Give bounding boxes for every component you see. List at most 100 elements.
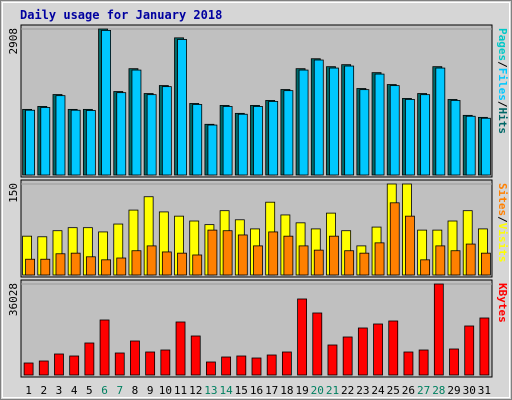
- x-tick-label: 20: [311, 384, 324, 397]
- bar: [389, 202, 400, 276]
- x-tick-label: 22: [341, 384, 354, 397]
- bar: [99, 319, 110, 376]
- bar: [70, 109, 81, 176]
- bar: [344, 250, 355, 276]
- bar: [313, 249, 324, 276]
- bar: [116, 92, 127, 176]
- bar: [85, 110, 96, 176]
- bar: [145, 351, 156, 376]
- bar: [329, 235, 339, 276]
- bar: [465, 115, 476, 176]
- bar: [357, 327, 368, 376]
- bar: [222, 106, 233, 176]
- bar: [146, 94, 157, 176]
- bar: [146, 245, 157, 276]
- bar: [131, 69, 142, 176]
- legend-separator: /: [496, 216, 509, 223]
- bar: [55, 95, 66, 176]
- x-tick-label: 25: [387, 384, 400, 397]
- bar: [433, 283, 444, 376]
- x-tick-label: 27: [417, 384, 430, 397]
- bar: [389, 85, 400, 176]
- x-tick-label: 12: [189, 384, 202, 397]
- legend: KBytes: [496, 283, 509, 323]
- bar: [373, 323, 383, 376]
- bar: [449, 348, 459, 376]
- bar: [54, 353, 64, 376]
- bar: [312, 312, 323, 376]
- x-tick-label: 6: [101, 384, 108, 397]
- bar: [450, 250, 461, 276]
- bar: [55, 253, 66, 276]
- bar: [388, 320, 399, 376]
- x-tick-label: 19: [295, 384, 308, 397]
- x-tick-label: 9: [147, 384, 154, 397]
- bar: [23, 362, 34, 376]
- bar: [281, 351, 292, 376]
- legend-entry: Pages: [496, 28, 509, 61]
- x-tick-label: 29: [447, 384, 460, 397]
- x-tick-label: 4: [71, 384, 78, 397]
- x-tick-label: 18: [280, 384, 293, 397]
- x-tick-label: 8: [132, 384, 139, 397]
- bar: [342, 336, 353, 376]
- bar: [327, 344, 338, 376]
- legend-entry: Visits: [496, 223, 509, 263]
- x-tick-label: 28: [432, 384, 445, 397]
- legend-entry: Hits: [496, 108, 509, 135]
- bar: [481, 252, 491, 276]
- bar: [38, 360, 49, 376]
- legend: Pages/Files/Hits: [496, 28, 509, 134]
- x-tick-label: 3: [56, 384, 63, 397]
- bar: [25, 258, 35, 276]
- bar: [464, 325, 475, 376]
- bar: [207, 229, 218, 276]
- bar: [374, 242, 385, 276]
- bar: [237, 234, 248, 276]
- bar: [192, 104, 203, 176]
- bar: [479, 317, 490, 376]
- x-tick-label: 30: [463, 384, 476, 397]
- bar: [253, 106, 263, 176]
- bar: [69, 355, 80, 376]
- bar: [253, 245, 263, 276]
- bar: [70, 252, 81, 276]
- bar: [420, 259, 431, 276]
- bar: [131, 250, 142, 276]
- y-tick-label: 150: [7, 183, 20, 203]
- bar: [175, 321, 186, 376]
- bar: [374, 73, 385, 176]
- bar: [237, 113, 248, 176]
- bar: [313, 59, 324, 176]
- bar: [84, 342, 95, 376]
- bar: [344, 65, 355, 176]
- bar: [298, 69, 309, 176]
- bar: [161, 86, 172, 176]
- bar: [266, 354, 277, 376]
- bar: [207, 124, 218, 176]
- bar: [190, 335, 201, 376]
- legend: Sites/Visits: [496, 183, 509, 263]
- legend-separator: /: [496, 101, 509, 108]
- x-tick-label: 13: [204, 384, 217, 397]
- x-tick-label: 5: [86, 384, 93, 397]
- x-tick-label: 11: [174, 384, 187, 397]
- x-tick-label: 2: [40, 384, 47, 397]
- x-tick-label: 31: [478, 384, 491, 397]
- legend-entry: KBytes: [496, 283, 509, 323]
- x-tick-label: 1: [25, 384, 32, 397]
- bar: [25, 109, 35, 176]
- x-tick-label: 14: [219, 384, 233, 397]
- bar: [130, 340, 140, 376]
- x-tick-label: 26: [402, 384, 415, 397]
- bar: [268, 101, 279, 176]
- bar: [268, 231, 279, 276]
- bar: [221, 356, 232, 376]
- y-tick-label: 2908: [7, 28, 20, 55]
- bar: [160, 349, 171, 376]
- bar: [161, 251, 172, 276]
- bar: [116, 257, 127, 276]
- x-tick-label: 16: [250, 384, 263, 397]
- bar: [40, 258, 51, 276]
